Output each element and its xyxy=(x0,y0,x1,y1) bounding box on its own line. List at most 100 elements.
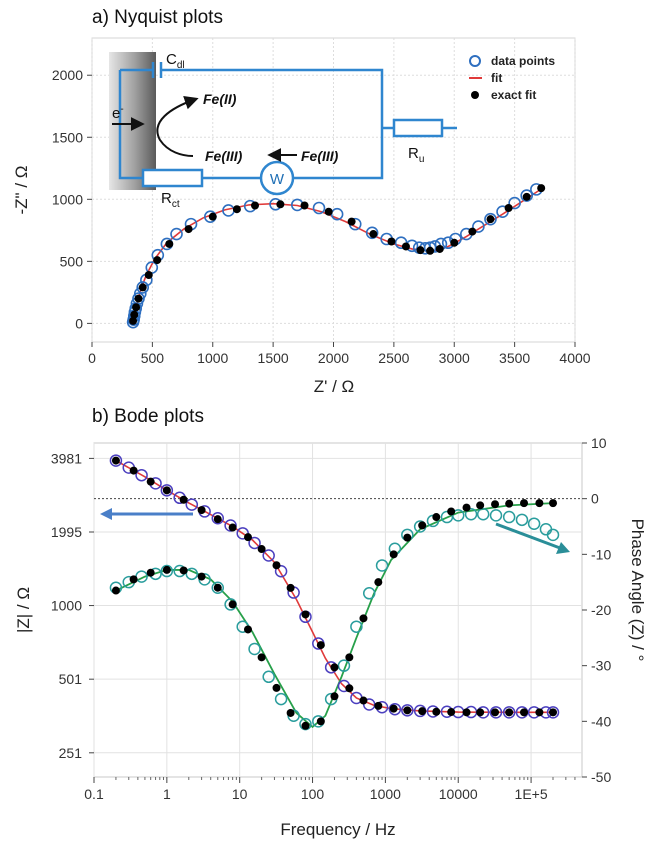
bode-magnitude-exact-fit-point xyxy=(257,545,266,554)
bode-x-tick-label: 1000 xyxy=(370,786,401,802)
bode-y-tick-label: 3981 xyxy=(51,450,82,466)
bode-phase-point xyxy=(362,587,376,600)
bode-magnitude-point xyxy=(401,704,414,717)
bode-magnitude-point xyxy=(489,706,503,719)
bode-x-tick-label: 1 xyxy=(163,786,171,802)
circuit-wire xyxy=(118,68,384,180)
bode-y-tick-label: 1995 xyxy=(51,524,82,540)
nyquist-legend: data points fit exact fit xyxy=(469,54,555,102)
bode-phase-point xyxy=(274,692,288,706)
nyquist-x-axis-label: Z' / Ω xyxy=(314,377,355,396)
bode-phase-point xyxy=(527,517,541,530)
bode-magnitude-exact-fit-point xyxy=(359,696,368,705)
redox-arc-arrow xyxy=(156,96,199,157)
bode-magnitude-exact-fit-point xyxy=(418,707,427,716)
bode-magnitude-point xyxy=(248,536,261,550)
bode-phase-exact-fit-point xyxy=(316,717,325,726)
nyquist-x-tick-label: 500 xyxy=(141,350,165,366)
nyquist-x-tick-label: 4000 xyxy=(559,350,590,366)
nyquist-exact-fit-point xyxy=(468,227,477,236)
nyquist-y-axis-label: -Z" / Ω xyxy=(12,166,31,215)
bode-phase-point xyxy=(262,670,275,684)
nyquist-x-tick-label: 3000 xyxy=(439,350,470,366)
nyquist-x-tick-label: 2500 xyxy=(378,350,409,366)
bode-magnitude-exact-fit-point xyxy=(286,583,295,592)
equivalent-circuit: W e- Fe(II) Fe(III) Fe(III) Cdl Ru Rct xyxy=(109,51,457,210)
bode-x-axis-label: Frequency / Hz xyxy=(280,820,395,839)
nyquist-exact-fit-point xyxy=(426,246,435,255)
bode-axes: 0.1 1 10 100 1000 10000 1E+5251501100019953981… xyxy=(51,435,612,802)
bode-phase-exact-fit-point xyxy=(257,653,266,662)
nyquist-data-point xyxy=(472,220,485,233)
bode-phase-point xyxy=(185,567,199,581)
bode-magnitude-exact-fit-point xyxy=(301,610,310,619)
bode-series xyxy=(109,454,560,731)
nyquist-y-tick-label: 1000 xyxy=(52,191,83,207)
bode-phase-exact-fit-point xyxy=(162,565,171,574)
bode-phase-point xyxy=(451,509,465,522)
nyquist-exact-fit-point xyxy=(276,200,285,209)
bode-magnitude-exact-fit-point xyxy=(505,708,514,717)
warburg-label: W xyxy=(270,171,285,188)
bode-phase-exact-fit-point xyxy=(243,625,252,634)
bode-phase-exact-fit-point xyxy=(179,566,188,575)
nyquist-exact-fit-point xyxy=(522,192,531,201)
bode-phase-exact-fit-point xyxy=(374,578,383,587)
nyquist-exact-fit-point xyxy=(251,201,260,210)
fe3-left-label: Fe(III) xyxy=(205,148,243,164)
nyquist-exact-fit-point xyxy=(387,237,396,246)
bode-magnitude-point xyxy=(546,706,560,719)
nyquist-y-tick-label: 0 xyxy=(75,315,83,331)
bode-magnitude-exact-fit-point xyxy=(129,466,138,475)
bode-phase-exact-fit-point xyxy=(535,499,544,508)
nyquist-y-tick-label: 500 xyxy=(60,253,84,269)
bode-y-tick-label: 501 xyxy=(59,671,83,687)
bode-phase-point xyxy=(375,559,389,572)
nyquist-exact-fit-point xyxy=(165,239,174,248)
bode-phase-exact-fit-point xyxy=(359,614,368,623)
nyquist-exact-fit-point xyxy=(129,316,138,325)
bode-magnitude-exact-fit-point xyxy=(491,708,500,717)
bode-magnitude-point xyxy=(109,454,123,467)
bode-phase-exact-fit-point xyxy=(520,499,529,508)
nyquist-exact-fit-point xyxy=(184,225,193,234)
bode-magnitude-exact-fit-point xyxy=(272,561,281,570)
bode-phase-point xyxy=(539,523,553,536)
bode-magnitude-exact-fit-point xyxy=(316,641,325,650)
nyquist-title: a) Nyquist plots xyxy=(92,7,223,28)
bode-x-tick-label: 100 xyxy=(301,786,325,802)
bode-magnitude-exact-fit-point xyxy=(228,523,237,532)
nyquist-exact-fit-point xyxy=(435,244,444,253)
electron-label: e- xyxy=(112,104,124,122)
bode-magnitude-exact-fit-point xyxy=(374,701,383,710)
fe3-right-label: Fe(III) xyxy=(301,148,339,164)
bode-y2-tick-label: -30 xyxy=(591,658,611,674)
bode-phase-point xyxy=(502,510,516,524)
bode-phase-exact-fit-point xyxy=(197,572,206,581)
bode-magnitude-exact-fit-point xyxy=(111,456,120,465)
bode-magnitude-exact-fit-point xyxy=(403,706,412,715)
nyquist-data-point xyxy=(365,226,379,240)
bode-magnitude-exact-fit-point xyxy=(330,663,339,672)
nyquist-exact-fit-point xyxy=(208,212,217,221)
bode-y2-tick-label: -40 xyxy=(591,713,611,729)
bode-phase-exact-fit-point xyxy=(146,568,155,577)
bode-y2-tick-label: 10 xyxy=(591,435,607,451)
fe2-label: Fe(II) xyxy=(203,91,237,107)
bode-y-tick-label: 1000 xyxy=(51,598,82,614)
bode-magnitude-point xyxy=(274,564,288,578)
bode-magnitude-exact-fit-point xyxy=(162,486,171,495)
nyquist-x-tick-label: 1000 xyxy=(197,350,228,366)
bode-panel: b) Bode plots 0.1 1 10 100 1000 10000 1E+52515… xyxy=(14,406,647,839)
nyquist-data-point xyxy=(520,189,534,202)
bode-magnitude-exact-fit-point xyxy=(345,684,354,693)
bode-phase-exact-fit-point xyxy=(505,499,514,508)
legend-exact-fit: exact fit xyxy=(491,88,536,102)
bode-phase-point xyxy=(464,508,478,521)
bode-phase-exact-fit-point xyxy=(418,521,427,530)
nyquist-exact-fit-point xyxy=(144,270,153,279)
bode-phase-exact-fit-point xyxy=(389,550,398,559)
bode-magnitude-exact-fit-point xyxy=(549,708,558,717)
nyquist-exact-fit-point xyxy=(138,283,147,292)
nyquist-panel: a) Nyquist plots 0 500 1000 1500 2000 2500 300… xyxy=(12,7,591,396)
